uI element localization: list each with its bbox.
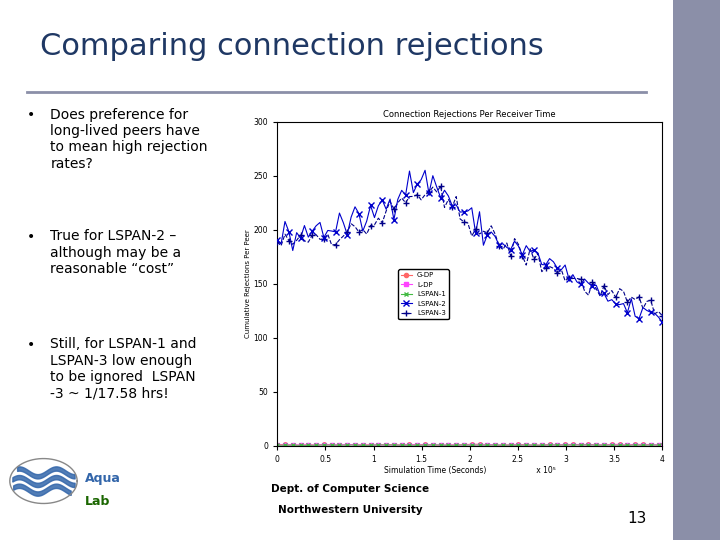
Text: Still, for LSPAN-1 and
LSPAN-3 low enough
to be ignored  LSPAN
-3 ~ 1/17.58 hrs!: Still, for LSPAN-1 and LSPAN-3 low enoug… xyxy=(50,338,197,400)
Text: Lab: Lab xyxy=(85,495,110,508)
Legend: G-DP, L-DP, LSPAN-1, LSPAN-2, LSPAN-3: G-DP, L-DP, LSPAN-1, LSPAN-2, LSPAN-3 xyxy=(398,269,449,319)
Text: Dept. of Computer Science: Dept. of Computer Science xyxy=(271,484,429,494)
Y-axis label: Cumulative Rejections Per Peer: Cumulative Rejections Per Peer xyxy=(245,229,251,338)
Text: •: • xyxy=(27,338,35,352)
Text: Aqua: Aqua xyxy=(85,472,121,485)
X-axis label: Simulation Time (Seconds)                     x 10⁵: Simulation Time (Seconds) x 10⁵ xyxy=(384,467,556,475)
Text: •: • xyxy=(27,108,35,122)
Text: 13: 13 xyxy=(627,511,647,526)
Text: •: • xyxy=(27,230,35,244)
Title: Connection Rejections Per Receiver Time: Connection Rejections Per Receiver Time xyxy=(384,110,556,119)
Text: Comparing connection rejections: Comparing connection rejections xyxy=(40,32,544,62)
Text: Northwestern University: Northwestern University xyxy=(278,505,423,515)
Text: True for LSPAN-2 –
although may be a
reasonable “cost”: True for LSPAN-2 – although may be a rea… xyxy=(50,230,181,276)
Text: Does preference for
long-lived peers have
to mean high rejection
rates?: Does preference for long-lived peers hav… xyxy=(50,108,208,171)
